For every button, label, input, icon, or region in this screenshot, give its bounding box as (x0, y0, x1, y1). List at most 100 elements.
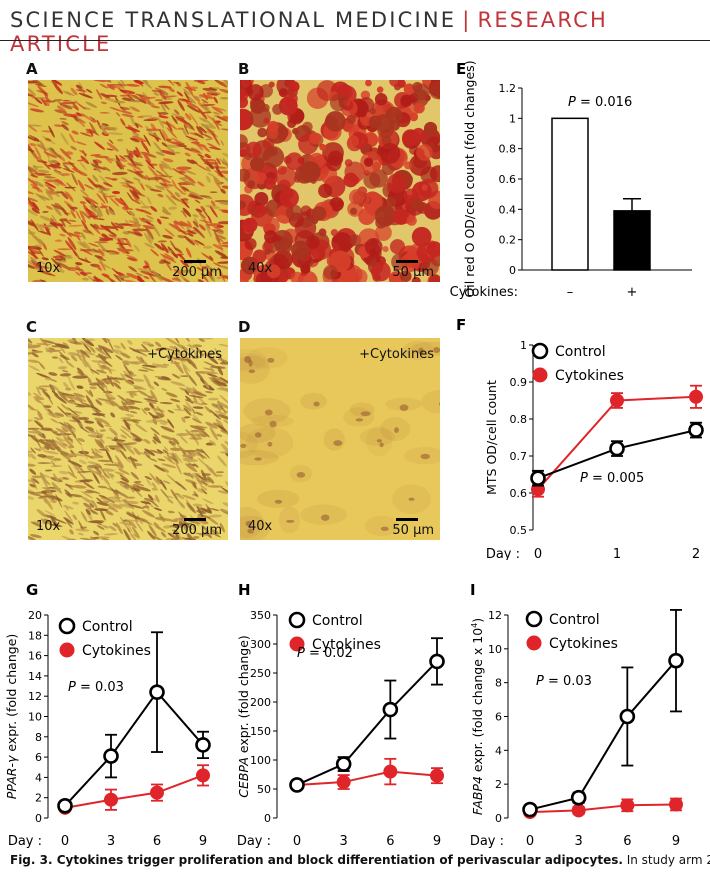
cell-mark (129, 400, 143, 403)
cell-mark (213, 175, 222, 186)
cell-mark (166, 474, 179, 485)
cell-mark (215, 406, 224, 411)
cell-mark (183, 88, 191, 96)
cell-mark (29, 483, 36, 488)
cell-mark (114, 455, 124, 468)
cell-mark (77, 532, 84, 536)
cell-mark (49, 222, 64, 227)
cell-mark (172, 492, 181, 495)
cell-mark (68, 224, 84, 227)
cell-mark (125, 519, 133, 533)
data-point-control (429, 653, 445, 670)
cell-mark (28, 177, 38, 186)
cell-mark (35, 386, 42, 397)
cell-mark (182, 458, 199, 462)
cell-mark (173, 345, 182, 355)
cell-mark (39, 338, 48, 346)
cell-mark (59, 373, 72, 377)
lipid-droplet (300, 205, 312, 217)
cell-mark (63, 517, 74, 525)
y-axis-label: PPAR-γ expr. (fold change) (4, 634, 19, 800)
y-tick-label: 1.2 (499, 82, 517, 95)
cell-mark (219, 451, 228, 454)
cell-mark (105, 387, 111, 395)
cell-mark (101, 123, 109, 127)
cell-mark (165, 188, 177, 199)
cell-mark (165, 145, 176, 155)
cell-mark (94, 408, 100, 415)
cell-mark (150, 123, 156, 130)
nucleus (274, 499, 283, 504)
cell-mark (193, 217, 199, 225)
cell-mark (69, 133, 75, 143)
cell-mark (28, 201, 37, 211)
cell-mark (54, 394, 67, 404)
cell-mark (53, 83, 63, 95)
cell-mark (108, 496, 122, 500)
lipid-droplet (273, 249, 293, 270)
cell-mark (28, 101, 39, 108)
cell-mark (189, 400, 204, 406)
cell-mark (159, 163, 164, 172)
cell-mark (150, 205, 158, 212)
cell-mark (67, 471, 78, 479)
cell-mark (105, 510, 114, 516)
cell-mark (216, 157, 221, 165)
cell-texture (28, 80, 228, 282)
cell-mark (147, 395, 154, 399)
data-point-cytokines (150, 785, 164, 800)
lipid-droplet (358, 97, 375, 113)
lipid-droplet (400, 270, 412, 282)
cell-mark (212, 111, 220, 115)
cell-mark (220, 140, 225, 146)
cell-mark (75, 262, 83, 266)
cell-mark (168, 87, 175, 93)
cell-mark (134, 361, 143, 365)
cell-mark (75, 141, 87, 146)
cell-mark (62, 427, 69, 433)
cell-mark (61, 121, 69, 126)
lipid-droplet (412, 81, 423, 92)
cell-mark (90, 201, 97, 213)
cell-mark (157, 193, 164, 198)
cell-mark (83, 338, 96, 342)
cell-mark (213, 96, 218, 104)
cell-mark (37, 454, 47, 458)
cell-mark (149, 458, 158, 462)
cell-mark (58, 470, 69, 475)
nucleus (296, 471, 306, 478)
cell-mark (200, 205, 206, 211)
legend-marker (525, 610, 543, 628)
cell-mark (212, 87, 220, 90)
panel-label-g: G (26, 581, 38, 599)
lipid-droplet (393, 208, 410, 225)
cell-mark (72, 375, 88, 379)
lipid-droplet (410, 198, 422, 210)
y-tick-label: 8 (35, 731, 42, 744)
cell-mark (192, 503, 203, 507)
cell-mark (28, 219, 36, 227)
cell-mark (149, 402, 154, 409)
cell-mark (78, 416, 90, 421)
cell-mark (197, 514, 211, 519)
cell-mark (166, 452, 172, 462)
lipid-droplet (406, 215, 417, 226)
x-tick-label: 0 (534, 547, 542, 560)
cell-mark (204, 371, 219, 375)
cell-mark (55, 428, 66, 434)
cell-mark (201, 144, 211, 153)
cell-mark (175, 532, 180, 540)
cell-mark (193, 463, 199, 468)
lipid-droplet (266, 264, 281, 279)
cell-mark (129, 210, 136, 217)
cell-mark (173, 523, 179, 529)
cell-mark (50, 515, 58, 527)
cell-mark (156, 412, 165, 417)
cell-mark (101, 273, 110, 278)
cell-mark (90, 119, 97, 123)
cell-shadow (402, 340, 434, 360)
panel-label-a: A (26, 60, 38, 78)
cell-mark (104, 533, 118, 536)
cell-mark (43, 224, 56, 228)
lipid-droplet (329, 93, 348, 112)
